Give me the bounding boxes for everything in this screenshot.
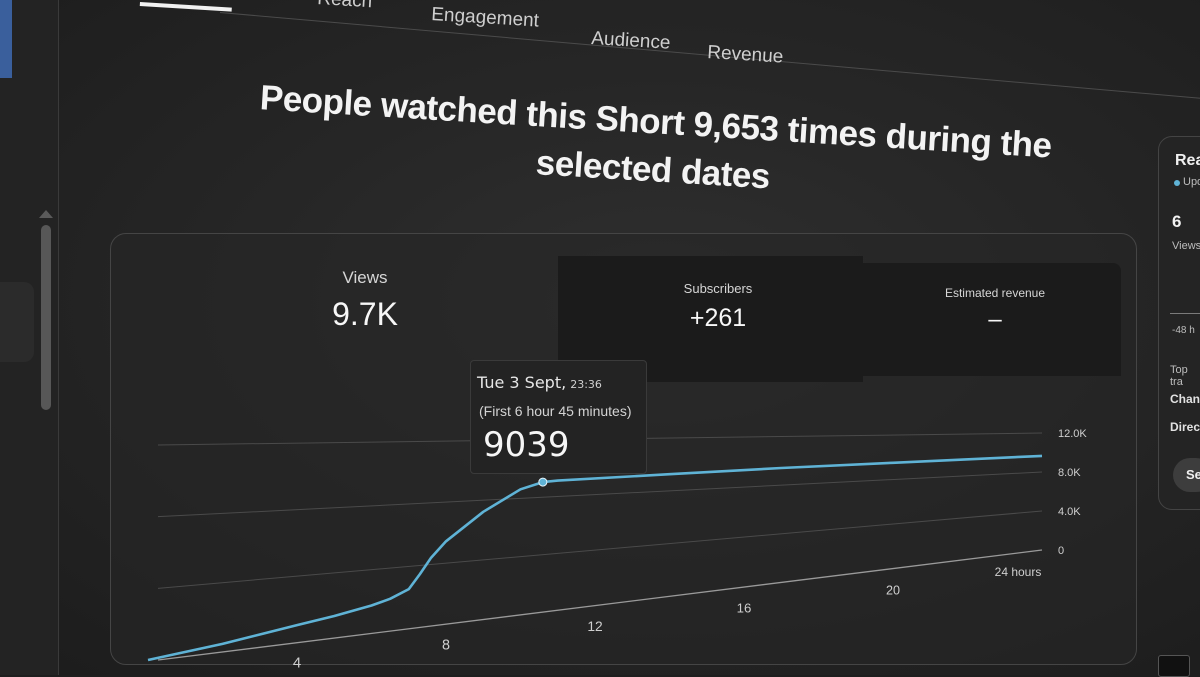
realtime-views-label: Views (1172, 240, 1200, 252)
chart-tooltip: Tue 3 Sept, 23:36 (First 6 hour 45 minute… (470, 360, 647, 474)
revenue-value: – (988, 306, 1002, 333)
x-tick-label: 16 (737, 601, 752, 616)
x-tick-label: 4 (293, 655, 301, 672)
top-traffic-label: Top tra (1170, 364, 1188, 388)
subscribers-metric[interactable]: Subscribers +261 (640, 281, 796, 333)
revenue-metric[interactable]: Estimated revenue – (930, 286, 1060, 334)
gridline (157, 549, 1043, 661)
views-series-line (147, 454, 1043, 662)
scroll-up-arrow-icon[interactable] (39, 210, 53, 218)
subscribers-label: Subscribers (683, 281, 753, 296)
views-value: 9.7K (332, 296, 398, 332)
y-tick-label: 12.0K (1058, 428, 1087, 440)
subscribers-value: +261 (689, 304, 747, 332)
channel-pages-item[interactable]: Chann (1170, 392, 1200, 406)
realtime-status: Upd (1183, 176, 1200, 188)
x-tick-label: 24 hours (995, 565, 1042, 579)
direct-item[interactable]: Direct (1170, 420, 1200, 434)
tooltip-value: 9039 (483, 425, 570, 465)
see-more-button[interactable]: Se (1173, 458, 1200, 492)
realtime-views-count: 6 (1172, 212, 1182, 231)
revenue-label: Estimated revenue (944, 286, 1046, 300)
views-label: Views (342, 268, 388, 287)
realtime-axis (1170, 313, 1200, 314)
left-side-panel (0, 282, 34, 362)
y-tick-label: 8.0K (1058, 467, 1081, 479)
tooltip-time: 23:36 (570, 378, 602, 391)
x-tick-label: 20 (886, 583, 900, 597)
scrollbar[interactable] (41, 225, 51, 410)
x-tick-label: 8 (442, 637, 450, 653)
realtime-panel (1158, 136, 1200, 510)
x-tick-label: 12 (587, 619, 602, 634)
corner-badge (1158, 655, 1190, 677)
realtime-title: Rea (1175, 152, 1200, 169)
hover-point-marker (538, 477, 548, 487)
tooltip-date: Tue 3 Sept, 23:36 (477, 373, 602, 392)
tooltip-subtitle: (First 6 hour 45 minutes) (479, 403, 632, 419)
live-dot-icon (1174, 180, 1180, 186)
gridline (157, 471, 1043, 518)
left-accent-strip (0, 0, 12, 78)
gridline (157, 510, 1043, 589)
revenue-tile[interactable] (863, 263, 1121, 376)
see-more-label: Se (1186, 467, 1200, 482)
y-tick-label: 0 (1058, 545, 1064, 557)
realtime-hours-label: -48 h (1172, 325, 1195, 336)
y-tick-label: 4.0K (1058, 506, 1081, 518)
views-metric[interactable]: Views 9.7K (300, 268, 430, 333)
tooltip-date-text: Tue 3 Sept, (477, 373, 567, 392)
